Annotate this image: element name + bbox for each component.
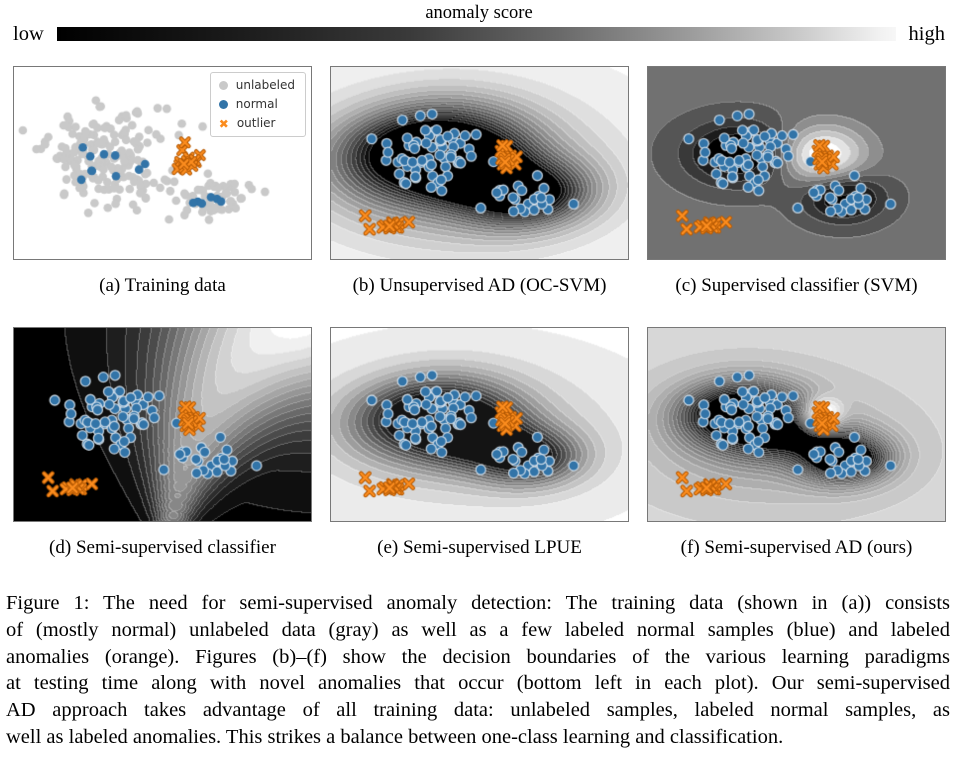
- panel-f-plot: [648, 328, 945, 521]
- colorbar: anomaly score low high: [13, 0, 945, 44]
- legend: unlabeled normal ✖ outlier: [209, 72, 306, 137]
- unlabeled-marker-icon: [218, 81, 228, 90]
- figure-caption-line: Figure 1: The need for semi-supervised a…: [6, 592, 950, 614]
- figure-caption-line: AD approach takes advantage of all train…: [6, 699, 950, 722]
- panel-e: [330, 327, 629, 522]
- panel-c-plot: [648, 67, 945, 259]
- legend-label-normal: normal: [235, 97, 278, 111]
- panel-e-plot: [331, 328, 628, 521]
- colorbar-low-label: low: [13, 23, 44, 45]
- panel-caption-a: (a) Training data: [99, 275, 226, 296]
- panel-caption-d: (d) Semi-supervised classifier: [49, 537, 276, 558]
- legend-label-outlier: outlier: [236, 116, 276, 130]
- panel-b-plot: [331, 67, 628, 259]
- panel-caption-e: (e) Semi-supervised LPUE: [377, 537, 582, 558]
- legend-item-normal: normal: [218, 97, 295, 111]
- legend-item-outlier: ✖ outlier: [219, 117, 295, 130]
- panel-caption-f: (f) Semi-supervised AD (ours): [680, 537, 913, 558]
- outlier-marker-icon: ✖: [218, 116, 229, 131]
- panel-b: [330, 66, 629, 260]
- figure-caption-line: of (mostly normal) unlabeled data (gray)…: [6, 618, 950, 641]
- figure-caption-line: well as labeled anomalies. This strikes …: [6, 725, 784, 748]
- figure-caption-line: at testing time along with novel anomali…: [6, 672, 950, 695]
- panel-a: unlabeled normal ✖ outlier: [13, 66, 312, 260]
- panels-grid: unlabeled normal ✖ outlier (a) Training …: [13, 66, 946, 593]
- panel-d: [13, 327, 312, 522]
- panel-caption-b: (b) Unsupervised AD (OC-SVM): [352, 275, 607, 296]
- normal-marker-icon: [218, 100, 228, 109]
- legend-label-unlabeled: unlabeled: [235, 78, 295, 92]
- panel-caption-c: (c) Supervised classifier (SVM): [675, 275, 918, 296]
- panel-d-plot: [14, 328, 311, 521]
- colorbar-high-label: high: [908, 23, 945, 45]
- colorbar-title: anomaly score: [425, 3, 533, 23]
- figure-caption-line: anomalies (orange). Figures (b)–(f) show…: [6, 645, 950, 668]
- legend-item-unlabeled: unlabeled: [218, 78, 295, 92]
- panel-f: [647, 327, 946, 522]
- colorbar-gradient: [56, 27, 896, 41]
- panel-c: [647, 66, 946, 260]
- figure-caption: Figure 1: The need for semi-supervised a…: [6, 590, 950, 751]
